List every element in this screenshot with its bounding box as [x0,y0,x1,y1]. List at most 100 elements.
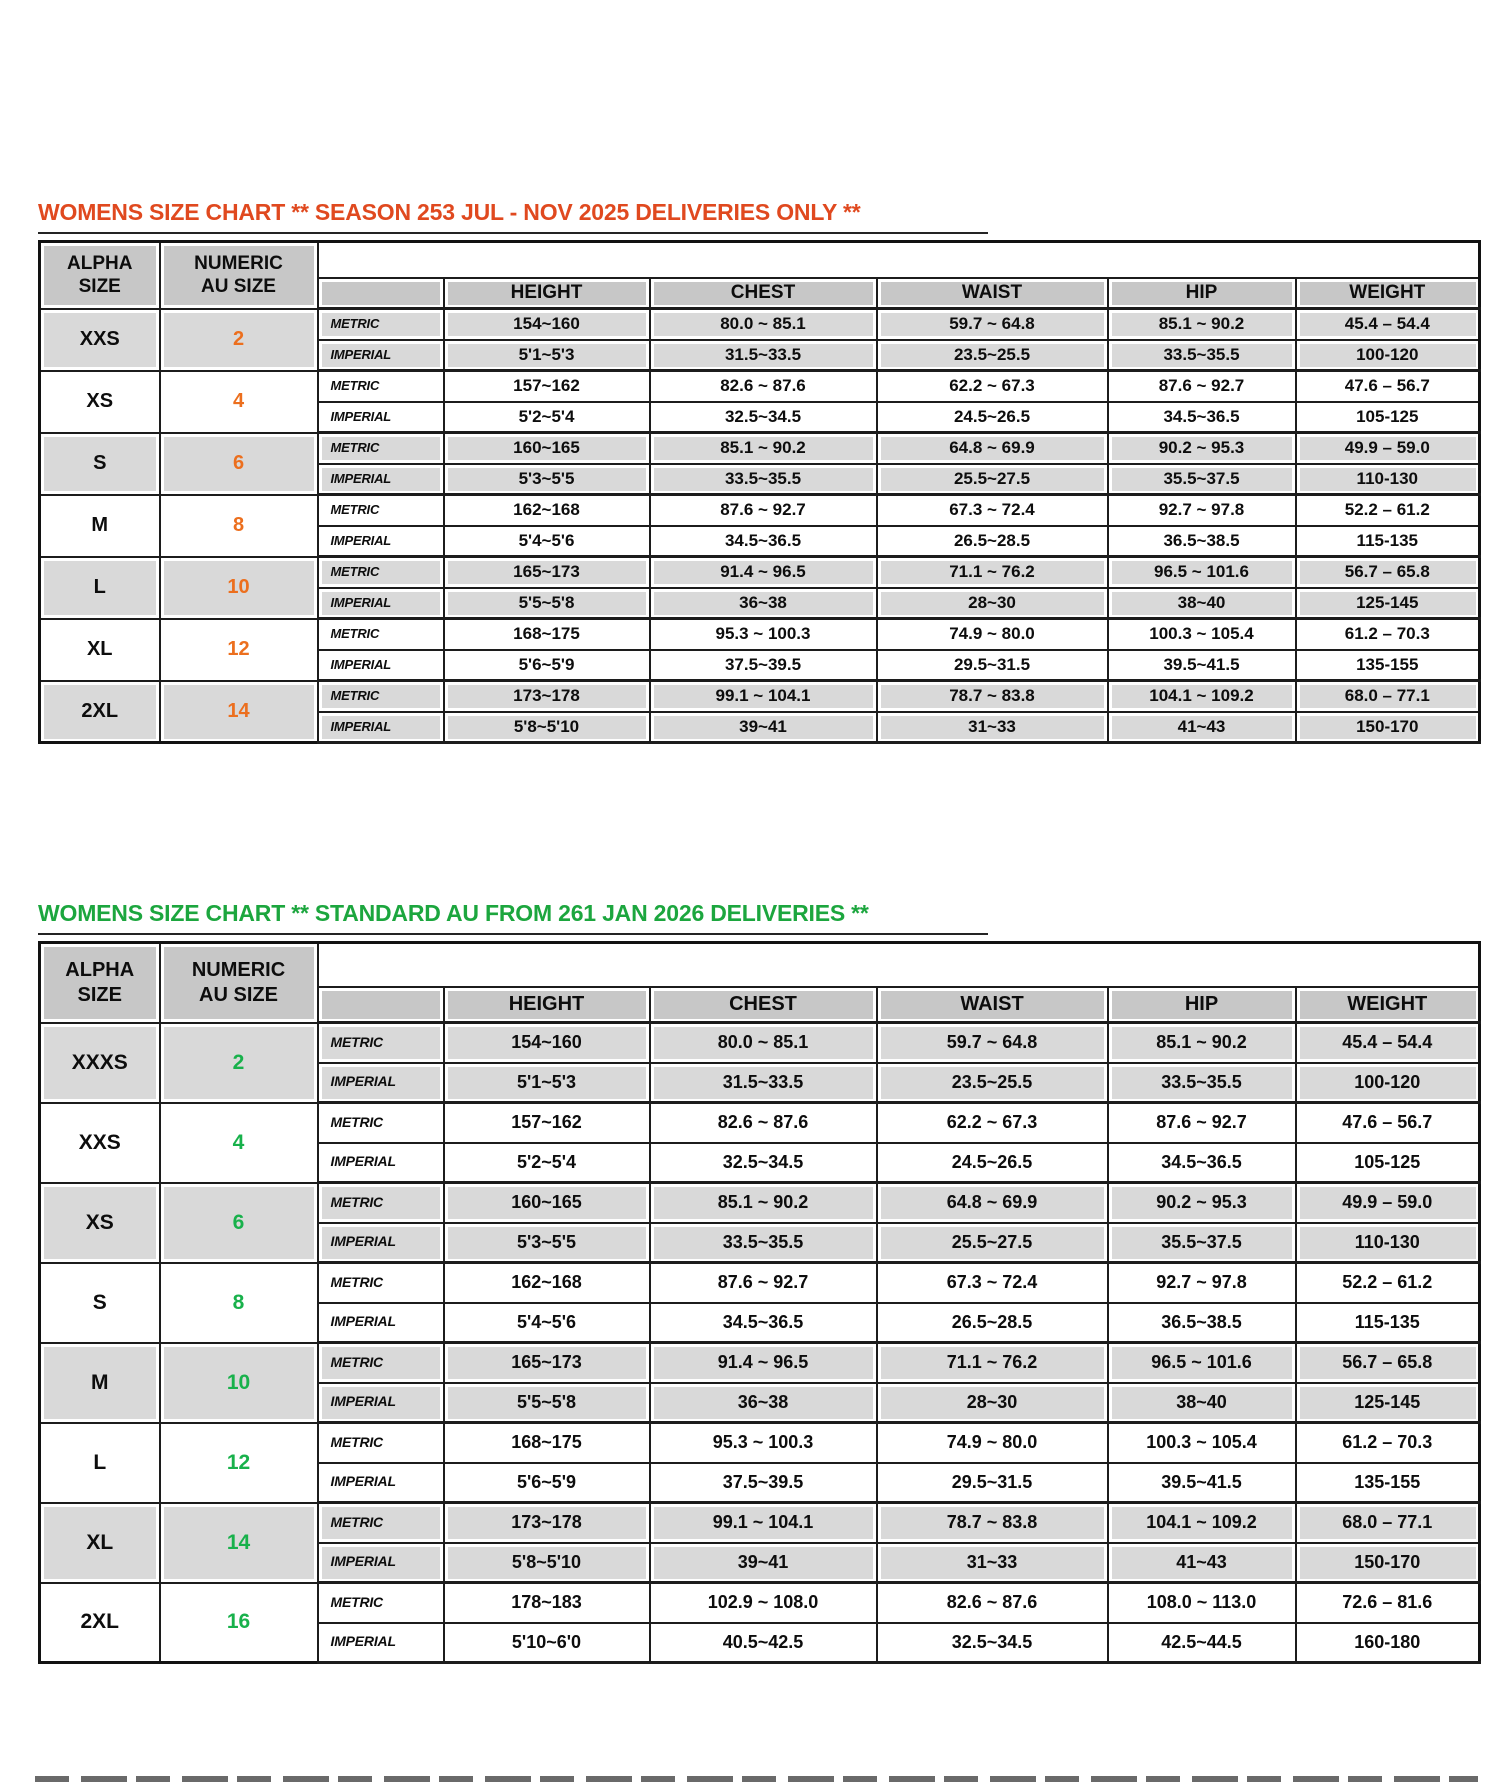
column-header-chest: CHEST [648,276,878,310]
measurement-cell: 64.8 ~ 69.9 [875,1181,1109,1223]
numeric-size-cell: 16 [158,1581,319,1663]
size-row-imperial-xl: IMPERIAL 5'6~5'9 37.5~39.5 29.5~31.5 39.5~41… [40,648,1481,682]
measurement-cell: 36.5~38.5 [1106,1301,1297,1344]
measurement-cell: 80.0 ~ 85.1 [648,307,878,340]
unit-label: METRIC [330,1273,384,1290]
measurement-cell: 87.6 ~ 92.7 [1106,1101,1297,1143]
numeric-size-cell: 8 [158,493,319,557]
unit-label: IMPERIAL [330,1473,396,1490]
unit-label-cell: METRIC [316,431,445,464]
size-row-metric-m: M 10 METRIC 165~173 91.4 ~ 96.5 71.1 ~ 76.2 96… [38,1341,1481,1423]
measurement-cell: 64.8 ~ 69.9 [875,431,1109,464]
measurement-cell: 5'6~5'9 [442,648,651,682]
unit-label-cell: IMPERIAL [316,462,445,496]
measurement-cell: 59.7 ~ 64.8 [875,307,1109,340]
measurement-cell: 28~30 [875,586,1109,620]
header-band-row: ALPHA SIZE NUMERIC AU SIZE [38,941,1481,1024]
column-header-height: HEIGHT [442,276,651,310]
measurement-cell: 62.2 ~ 67.3 [875,369,1109,402]
measurement-cell: 32.5~34.5 [648,1141,878,1184]
column-header-hip: HIP [1106,276,1297,310]
unit-column-header [316,276,445,310]
size-row-metric-2xl: 2XL 14 METRIC 173~178 99.1 ~ 104.1 78.7 ~ 83.… [38,679,1481,743]
column-header-weight: WEIGHT [1294,276,1481,310]
measurement-cell: 105-125 [1294,1141,1481,1184]
size-row-imperial-l: IMPERIAL 5'6~5'9 37.5~39.5 29.5~31.5 39.5~41… [40,1461,1481,1504]
measurement-cell: 168~175 [442,1421,651,1463]
measurement-cell: 104.1 ~ 109.2 [1106,1501,1297,1543]
column-header-hip: HIP [1106,985,1297,1024]
measurement-cell: 68.0 – 77.1 [1294,679,1481,712]
measurement-cell: 31.5~33.5 [648,1061,878,1104]
measurement-cell: 71.1 ~ 76.2 [875,1341,1109,1383]
measurement-cell: 33.5~35.5 [1106,338,1297,372]
measurement-cell: 49.9 – 59.0 [1294,431,1481,464]
measurement-cell: 110-130 [1294,1221,1481,1264]
measurement-cell: 61.2 – 70.3 [1294,617,1481,650]
season-253-title: WOMENS SIZE CHART ** SEASON 253 JUL - NO… [38,199,861,225]
size-row-imperial-s: IMPERIAL 5'4~5'6 34.5~36.5 26.5~28.5 36.5~38… [40,1301,1481,1344]
measurement-cell: 162~168 [442,493,651,526]
unit-label-cell: METRIC [316,1101,445,1143]
numeric-size-cell: 8 [158,1261,319,1343]
unit-label-cell: METRIC [316,1341,445,1383]
numeric-size-cell: 6 [158,431,319,495]
numeric-au-size-header: NUMERIC AU SIZE [158,240,319,310]
size-row-metric-xxxs: XXXS 2 METRIC 154~160 80.0 ~ 85.1 59.7 ~ 64.8… [38,1021,1481,1103]
measurement-cell: 125-145 [1294,1381,1481,1424]
numeric-size-cell: 4 [158,1101,319,1183]
size-row-imperial-xxs: IMPERIAL 5'1~5'3 31.5~33.5 23.5~25.5 33.5~35… [40,338,1481,372]
unit-label: IMPERIAL [330,1313,396,1330]
alpha-size-cell: M [38,493,161,557]
measurement-cell: 61.2 – 70.3 [1294,1421,1481,1463]
unit-label-cell: METRIC [316,307,445,340]
measurement-cell: 38~40 [1106,586,1297,620]
measurement-cell: 87.6 ~ 92.7 [648,1261,878,1303]
size-row-metric-xxs: XXS 2 METRIC 154~160 80.0 ~ 85.1 59.7 ~ 64.8 8… [38,307,1481,371]
measurement-cell: 85.1 ~ 90.2 [648,1181,878,1223]
unit-label: METRIC [330,1513,384,1530]
measurement-cell: 5'5~5'8 [442,1381,651,1424]
alpha-size-cell: XXS [38,1101,161,1183]
numeric-size-cell: 6 [158,1181,319,1263]
measurement-cell: 39.5~41.5 [1106,1461,1297,1504]
measurement-cell: 96.5 ~ 101.6 [1106,555,1297,588]
measurement-cell: 34.5~36.5 [1106,1141,1297,1184]
measurement-cell: 40.5~42.5 [648,1621,878,1664]
measurement-cell: 74.9 ~ 80.0 [875,617,1109,650]
measurement-cell: 41~43 [1106,710,1297,744]
measurement-cell: 26.5~28.5 [875,524,1109,558]
measurement-cell: 42.5~44.5 [1106,1621,1297,1664]
measurement-cell: 99.1 ~ 104.1 [648,1501,878,1543]
measurement-cell: 160~165 [442,1181,651,1223]
standard-au-title: WOMENS SIZE CHART ** STANDARD AU FROM 26… [38,900,869,926]
standard-au-size-table: ALPHA SIZE NUMERIC AU SIZE HEIGHT CHEST WAIST H… [38,941,1482,1664]
measurement-cell: 5'8~5'10 [442,710,651,744]
unit-column-header [316,985,445,1024]
alpha-size-cell: XS [38,369,161,433]
measurement-cell: 173~178 [442,1501,651,1543]
size-row-metric-xs: XS 6 METRIC 160~165 85.1 ~ 90.2 64.8 ~ 69.9 90… [38,1181,1481,1263]
measurement-cell: 162~168 [442,1261,651,1303]
season-253-section: WOMENS SIZE CHART ** SEASON 253 JUL - NO… [38,199,1482,744]
measurement-cell: 92.7 ~ 97.8 [1106,493,1297,526]
cutoff-next-table-edge [35,1776,1478,1782]
measurement-cell: 36~38 [648,586,878,620]
size-row-imperial-xxs: IMPERIAL 5'2~5'4 32.5~34.5 24.5~26.5 34.5~36… [40,1141,1481,1184]
size-row-metric-s: S 6 METRIC 160~165 85.1 ~ 90.2 64.8 ~ 69.9 90.… [38,431,1481,495]
measurement-cell: 38~40 [1106,1381,1297,1424]
unit-label-cell: METRIC [316,1181,445,1223]
measurement-cell: 100-120 [1294,1061,1481,1104]
unit-label-cell: METRIC [316,555,445,588]
measurement-cell: 90.2 ~ 95.3 [1106,431,1297,464]
measurement-cell: 85.1 ~ 90.2 [1106,307,1297,340]
measurement-cell: 37.5~39.5 [648,648,878,682]
measurement-cell: 91.4 ~ 96.5 [648,555,878,588]
measurement-cell: 71.1 ~ 76.2 [875,555,1109,588]
numeric-au-size-header: NUMERIC AU SIZE [158,941,319,1024]
measurement-cell: 23.5~25.5 [875,1061,1109,1104]
measurement-cell: 96.5 ~ 101.6 [1106,1341,1297,1383]
unit-label-cell: IMPERIAL [316,710,445,744]
measurement-cell: 56.7 – 65.8 [1294,555,1481,588]
measurement-cell: 67.3 ~ 72.4 [875,493,1109,526]
